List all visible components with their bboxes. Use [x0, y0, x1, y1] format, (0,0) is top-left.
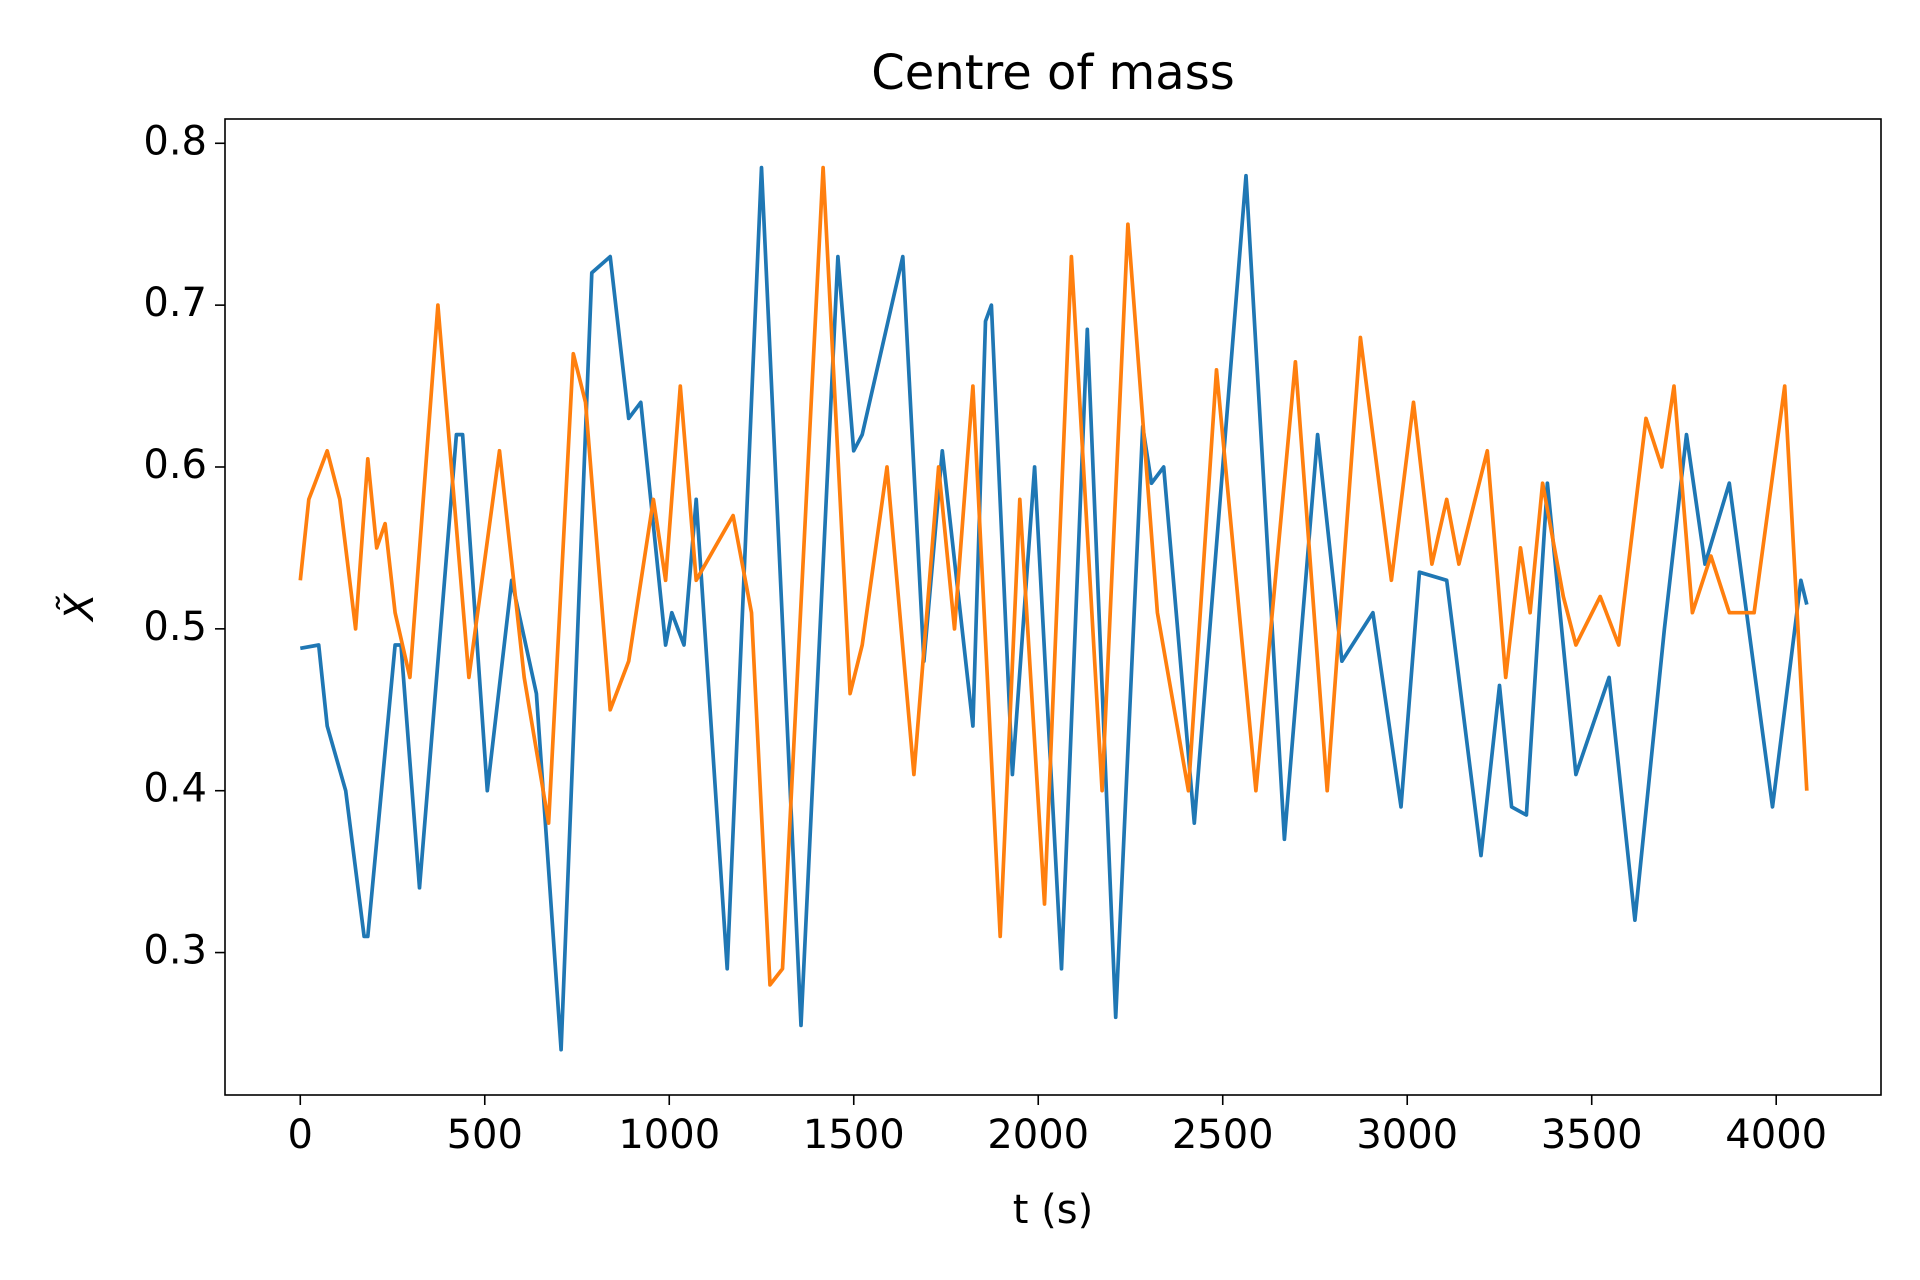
y-tick-label: 0.5 [143, 604, 207, 650]
y-tick-label: 0.3 [143, 928, 207, 974]
plot-frame [224, 118, 1882, 1096]
line-series [298, 165, 1809, 987]
y-tick-label: 0.6 [143, 442, 207, 488]
y-tick-label: 0.7 [143, 280, 207, 326]
x-tick-label: 1500 [803, 1112, 905, 1158]
x-tick-label: 500 [447, 1112, 523, 1158]
x-axis-label: t (s) [1013, 1187, 1093, 1233]
x-tick-label: 0 [288, 1112, 313, 1158]
x-tick-label: 2000 [987, 1112, 1089, 1158]
y-tick-label: 0.4 [143, 766, 207, 812]
x-tick-label: 1000 [618, 1112, 720, 1158]
x-tick-label: 3500 [1541, 1112, 1643, 1158]
x-tick-label: 3000 [1356, 1112, 1458, 1158]
y-axis-label: X̃ [55, 592, 103, 623]
chart-title: Centre of mass [871, 45, 1234, 101]
line-series [299, 165, 1809, 1052]
y-tick-label: 0.8 [143, 118, 207, 164]
x-tick-label: 2500 [1172, 1112, 1274, 1158]
x-tick-label: 4000 [1725, 1112, 1827, 1158]
